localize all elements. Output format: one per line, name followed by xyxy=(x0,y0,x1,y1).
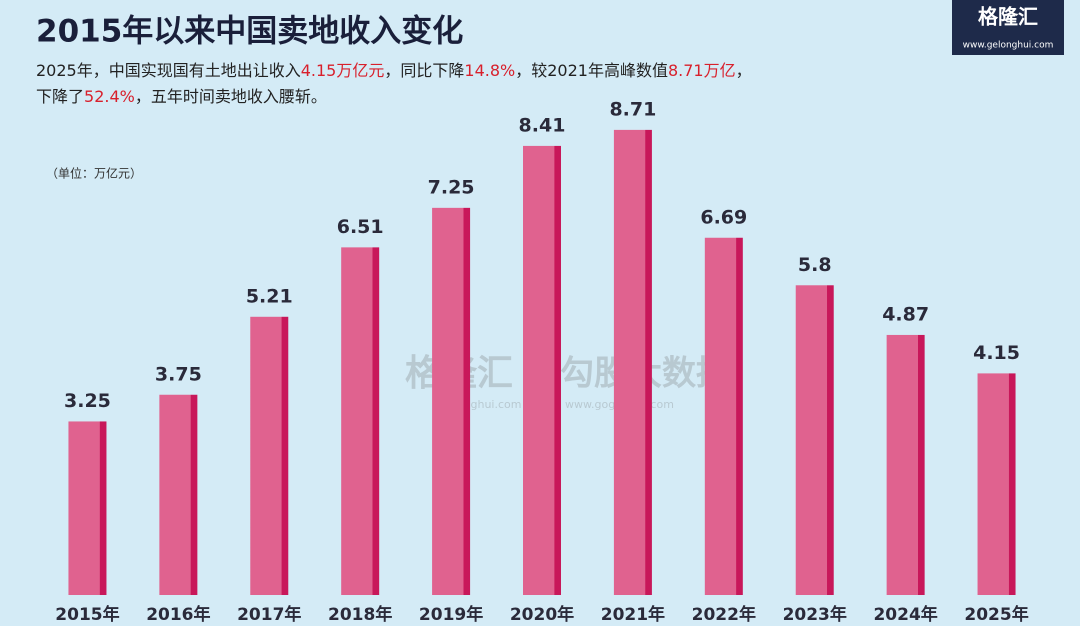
logo-box xyxy=(952,0,1064,55)
x-tick-label: 2018年 xyxy=(328,604,392,625)
subtitle-line: 下降了52.4%，五年时间卖地收入腰斩。 xyxy=(36,87,327,106)
bar xyxy=(886,334,925,595)
bar xyxy=(704,237,743,595)
bar xyxy=(795,285,834,595)
value-label: 8.41 xyxy=(519,114,566,136)
subtitle-segment: 下降了 xyxy=(36,87,84,106)
subtitle-line: 2025年，中国实现国有土地出让收入4.15万亿元，同比下降14.8%，较202… xyxy=(36,61,752,80)
x-tick-label: 2024年 xyxy=(873,604,937,625)
bar xyxy=(977,373,1016,595)
x-tick-label: 2015年 xyxy=(55,604,119,625)
bar xyxy=(523,145,561,595)
logo: 格隆汇 xyxy=(978,5,1038,29)
bar xyxy=(159,394,198,595)
x-tick-label: 2023年 xyxy=(783,604,847,625)
subtitle-segment: 8.71万亿 xyxy=(668,61,736,80)
bar xyxy=(250,316,289,595)
subtitle-segment: ，五年时间卖地收入腰斩。 xyxy=(135,87,327,106)
x-tick-label: 2017年 xyxy=(237,604,301,625)
subtitle-segment: ，同比下降 xyxy=(384,61,464,80)
subtitle-segment: 4.15万亿元 xyxy=(301,61,385,80)
x-tick-label: 2021年 xyxy=(601,604,665,625)
subtitle-segment: 52.4% xyxy=(84,87,135,106)
unit-label: （单位：万亿元） xyxy=(46,166,142,181)
subtitle-segment: ， xyxy=(736,61,752,80)
value-label: 5.8 xyxy=(798,254,832,276)
subtitle: 2025年，中国实现国有土地出让收入4.15万亿元，同比下降14.8%，较202… xyxy=(36,61,752,106)
bar xyxy=(341,247,380,595)
chart-title: 2015年以来中国卖地收入变化 xyxy=(36,14,463,50)
value-label: 4.87 xyxy=(882,303,929,325)
value-label: 7.25 xyxy=(428,176,475,198)
subtitle-segment: 14.8% xyxy=(464,61,515,80)
x-tick-label: 2025年 xyxy=(964,604,1028,625)
bar xyxy=(613,129,652,596)
x-tick-label: 2019年 xyxy=(419,604,483,625)
bar xyxy=(68,421,107,595)
x-tick-label: 2016年 xyxy=(146,604,210,625)
subtitle-segment: ，较2021年高峰数值 xyxy=(515,61,668,80)
value-label: 6.51 xyxy=(337,216,384,238)
value-label: 4.15 xyxy=(973,342,1020,364)
value-label: 3.75 xyxy=(155,363,202,385)
value-label: 5.21 xyxy=(246,285,293,307)
value-label: 8.71 xyxy=(609,98,656,120)
value-label: 3.25 xyxy=(64,390,111,412)
subtitle-segment: 2025年，中国实现国有土地出让收入 xyxy=(36,61,301,80)
value-label: 6.69 xyxy=(700,206,747,228)
bar xyxy=(432,207,471,595)
logo-url: www.gelonghui.com xyxy=(963,41,1054,51)
x-tick-label: 2020年 xyxy=(510,604,574,625)
x-tick-label: 2022年 xyxy=(692,604,756,625)
